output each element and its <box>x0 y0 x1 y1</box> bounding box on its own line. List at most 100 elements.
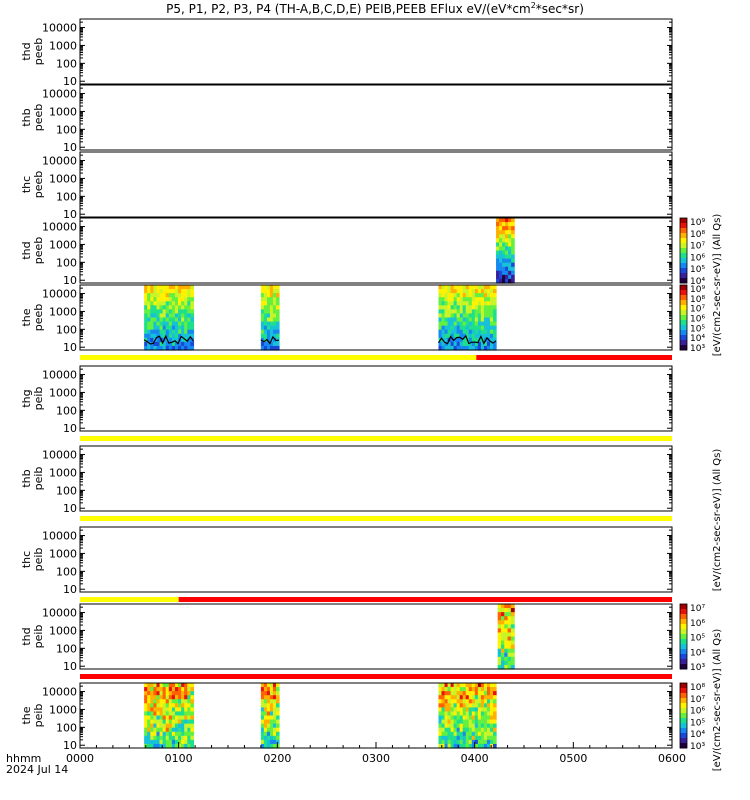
colorbar-step <box>680 228 687 234</box>
spectrogram-block <box>497 604 515 670</box>
y-tick-label: 10000 <box>42 22 77 35</box>
colorbar-step <box>680 728 687 734</box>
spectrogram-block <box>438 683 497 749</box>
colorbar-tick-label: 10⁶ <box>690 619 705 629</box>
colorbar-tick-label: 10⁵ <box>690 265 705 275</box>
colorbar-frame <box>679 682 688 749</box>
colorbar-group: 10⁹10⁸10⁷10⁶10⁵10⁴10⁹10⁸10⁷10⁶10⁵10⁴10³1… <box>679 214 723 772</box>
x-tick-label: 0300 <box>362 752 390 765</box>
x-tick-label: 0200 <box>263 752 291 765</box>
colorbar-step <box>680 743 687 749</box>
panel-label: thbpeeb <box>20 104 45 132</box>
y-tick-label: 10 <box>63 660 77 673</box>
panel-frame <box>79 365 673 432</box>
panel-thg-peib: 10 100 1000 10000 thgpeib <box>20 365 673 441</box>
y-tick-label: 10 <box>63 502 77 515</box>
x-tick-label: 0100 <box>165 752 193 765</box>
x-tick-label: 0400 <box>461 752 489 765</box>
colorbar-step <box>680 258 687 264</box>
panel-thc-peib: 10 100 1000 10000 thcpeib <box>20 526 673 602</box>
colorbar-tick-label: 10⁵ <box>690 324 705 334</box>
colorbar-tick-label: 10⁷ <box>690 604 705 614</box>
colorbar-step <box>680 614 687 620</box>
colorbar-step <box>680 604 687 610</box>
colorbar-step <box>680 223 687 229</box>
spectrogram-block <box>144 683 195 749</box>
panel-group: 10 100 1000 10000 thdpeeb 10 100 1000 10000 thbpe… <box>20 18 673 752</box>
y-tick-label: 100 <box>56 404 77 417</box>
y-tick-label: 10000 <box>42 221 77 234</box>
y-tick-label: 10000 <box>42 530 77 543</box>
panel-label: thcpeeb <box>20 171 45 199</box>
panel-the-peeb: 10 100 1000 10000 thepeeb <box>20 284 673 360</box>
chart-title: P5, P1, P2, P3, P4 (TH-A,B,C,D,E) PEIB,P… <box>166 1 584 16</box>
y-tick-label: 10000 <box>42 449 77 462</box>
density-trace <box>260 335 280 345</box>
colorbar-step <box>680 330 687 336</box>
colorbar-step <box>680 278 687 284</box>
colorbar-step <box>680 310 687 316</box>
x-tick-label: 0000 <box>66 752 94 765</box>
colorbar-tick-label: 10⁸ <box>690 230 705 240</box>
y-tick-label: 100 <box>56 123 77 136</box>
colorbar-tick-label: 10⁴ <box>690 334 705 344</box>
colorbar-step <box>680 738 687 744</box>
state-bar-segment <box>80 597 179 602</box>
colorbar-step <box>680 733 687 739</box>
colorbar-step <box>680 649 687 655</box>
spectrogram-block <box>437 285 497 351</box>
colorbar-step <box>680 345 687 351</box>
state-bar-segment <box>80 355 477 360</box>
y-tick-label: 10000 <box>42 155 77 168</box>
colorbar-step <box>680 683 687 689</box>
y-tick-label: 1000 <box>49 105 77 118</box>
panel-frame <box>79 603 673 670</box>
y-tick-label: 10000 <box>42 607 77 620</box>
colorbar-tick-label: 10⁵ <box>690 718 705 728</box>
y-tick-label: 10000 <box>42 686 77 699</box>
colorbar-step <box>680 713 687 719</box>
colorbar-step <box>680 295 687 301</box>
y-tick-label: 100 <box>56 721 77 734</box>
colorbar-step <box>680 644 687 650</box>
panel-frame <box>79 84 673 151</box>
colorbar-step <box>680 320 687 326</box>
panel-label: thepeeb <box>20 304 45 332</box>
colorbar-step <box>680 305 687 311</box>
colorbar-frame <box>679 284 688 351</box>
colorbar-tick-label: 10⁶ <box>690 315 705 325</box>
panel-frame <box>79 526 673 593</box>
spectrogram-block <box>143 285 195 351</box>
colorbar-step <box>680 654 687 660</box>
colorbar-step <box>680 688 687 694</box>
colorbar-step <box>680 263 687 269</box>
y-tick-label: 10000 <box>42 369 77 382</box>
y-tick-label: 1000 <box>49 547 77 560</box>
panel-label: thepeib <box>20 704 45 728</box>
colorbar-tick-label: 10⁴ <box>690 730 705 740</box>
colorbar-tick-label: 10⁴ <box>690 277 705 287</box>
panel-the-peib: 10 100 1000 10000 thepeib <box>20 682 673 752</box>
colorbar-step <box>680 300 687 306</box>
colorbar-tick-label: 10⁸ <box>690 683 705 693</box>
colorbar-step <box>680 698 687 704</box>
y-tick-label: 10 <box>63 739 77 752</box>
y-tick-label: 1000 <box>49 624 77 637</box>
colorbar-step <box>680 253 687 259</box>
colorbar-title: [eV/(cm2-sec-sr-eV)] (All Qs) <box>712 629 723 772</box>
colorbar-step <box>680 624 687 630</box>
colorbar-step <box>680 325 687 331</box>
state-bar-segment <box>80 674 672 679</box>
colorbar-title: [eV/(cm2-sec-sr-eV)] (All Qs) <box>712 214 723 357</box>
state-bar-segment <box>476 355 672 360</box>
colorbar-tick-label: 10⁷ <box>690 305 705 315</box>
colorbar-frame <box>679 603 688 670</box>
y-tick-label: 10 <box>63 583 77 596</box>
y-tick-label: 10 <box>63 422 77 435</box>
colorbar-frame <box>679 217 688 284</box>
colorbar-step <box>680 285 687 291</box>
panel-thb-peib: 10 100 1000 10000 thbpeib <box>20 445 673 521</box>
density-trace <box>437 334 497 345</box>
